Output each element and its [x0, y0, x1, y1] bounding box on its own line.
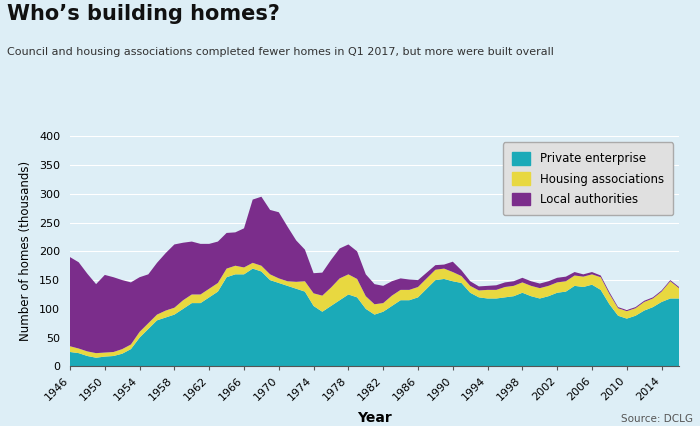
Text: Council and housing associations completed fewer homes in Q1 2017, but more were: Council and housing associations complet… — [7, 47, 554, 57]
Y-axis label: Number of homes (thousands): Number of homes (thousands) — [19, 161, 32, 341]
Legend: Private enterprise, Housing associations, Local authorities: Private enterprise, Housing associations… — [503, 142, 673, 216]
X-axis label: Year: Year — [357, 411, 392, 425]
Text: Source: DCLG: Source: DCLG — [621, 414, 693, 424]
Text: Who’s building homes?: Who’s building homes? — [7, 4, 280, 24]
